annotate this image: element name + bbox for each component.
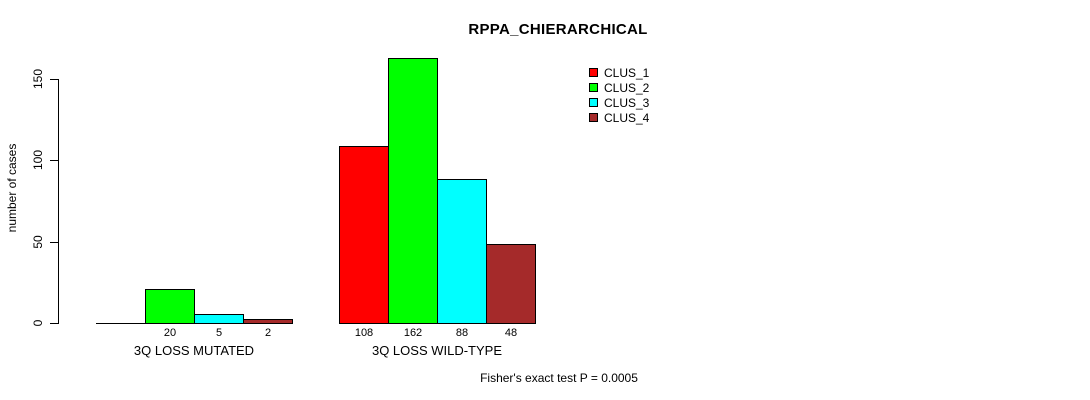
legend-item-clus_2: CLUS_2 — [589, 80, 649, 95]
group-label: 3Q LOSS MUTATED — [133, 343, 255, 358]
y-axis-tick — [50, 160, 58, 161]
y-axis-tick-label: 0 — [31, 319, 45, 327]
y-axis-tick — [50, 242, 58, 243]
bar-clus_4-group2 — [486, 244, 536, 324]
bar-clus_3-group1 — [194, 314, 244, 324]
bar-value-label: 20 — [163, 327, 177, 339]
y-axis-line — [58, 79, 59, 324]
stat-annotation: Fisher's exact test P = 0.0005 — [480, 371, 638, 385]
bar-value-label: 48 — [504, 327, 518, 339]
bar-clus_1-group2 — [339, 146, 389, 324]
bar-value-label: 108 — [354, 327, 374, 339]
legend-item-label: CLUS_1 — [604, 65, 650, 80]
legend: CLUS_1 CLUS_2 CLUS_3 CLUS_4 — [589, 65, 649, 125]
y-axis-tick-label: 50 — [31, 235, 45, 249]
y-axis-title: number of cases — [5, 143, 19, 233]
legend-swatch-icon — [589, 113, 598, 122]
legend-swatch-icon — [589, 83, 598, 92]
legend-swatch-icon — [589, 68, 598, 77]
y-axis-tick — [50, 323, 58, 324]
y-axis-tick-label: 100 — [31, 149, 45, 171]
legend-item-clus_1: CLUS_1 — [589, 65, 649, 80]
bar-clus_3-group2 — [437, 179, 487, 324]
bar-clus_4-group1 — [243, 319, 293, 324]
bar-clus_2-group1 — [145, 289, 195, 324]
legend-swatch-icon — [589, 98, 598, 107]
legend-item-label: CLUS_4 — [604, 110, 650, 125]
bar-clus_1-group1 — [96, 323, 146, 324]
bar-value-label: 88 — [455, 327, 469, 339]
bar-clus_2-group2 — [388, 58, 438, 324]
bar-value-label: 5 — [215, 327, 223, 339]
legend-item-clus_4: CLUS_4 — [589, 110, 649, 125]
bar-value-label: 2 — [264, 327, 272, 339]
y-axis-tick — [50, 79, 58, 80]
legend-item-clus_3: CLUS_3 — [589, 95, 649, 110]
group-label: 3Q LOSS WILD-TYPE — [371, 343, 503, 358]
legend-item-label: CLUS_3 — [604, 95, 650, 110]
legend-item-label: CLUS_2 — [604, 80, 650, 95]
y-axis-tick-label: 150 — [31, 68, 45, 90]
bar-value-label: 162 — [403, 327, 423, 339]
chart-title: RPPA_CHIERARCHICAL — [468, 21, 648, 38]
